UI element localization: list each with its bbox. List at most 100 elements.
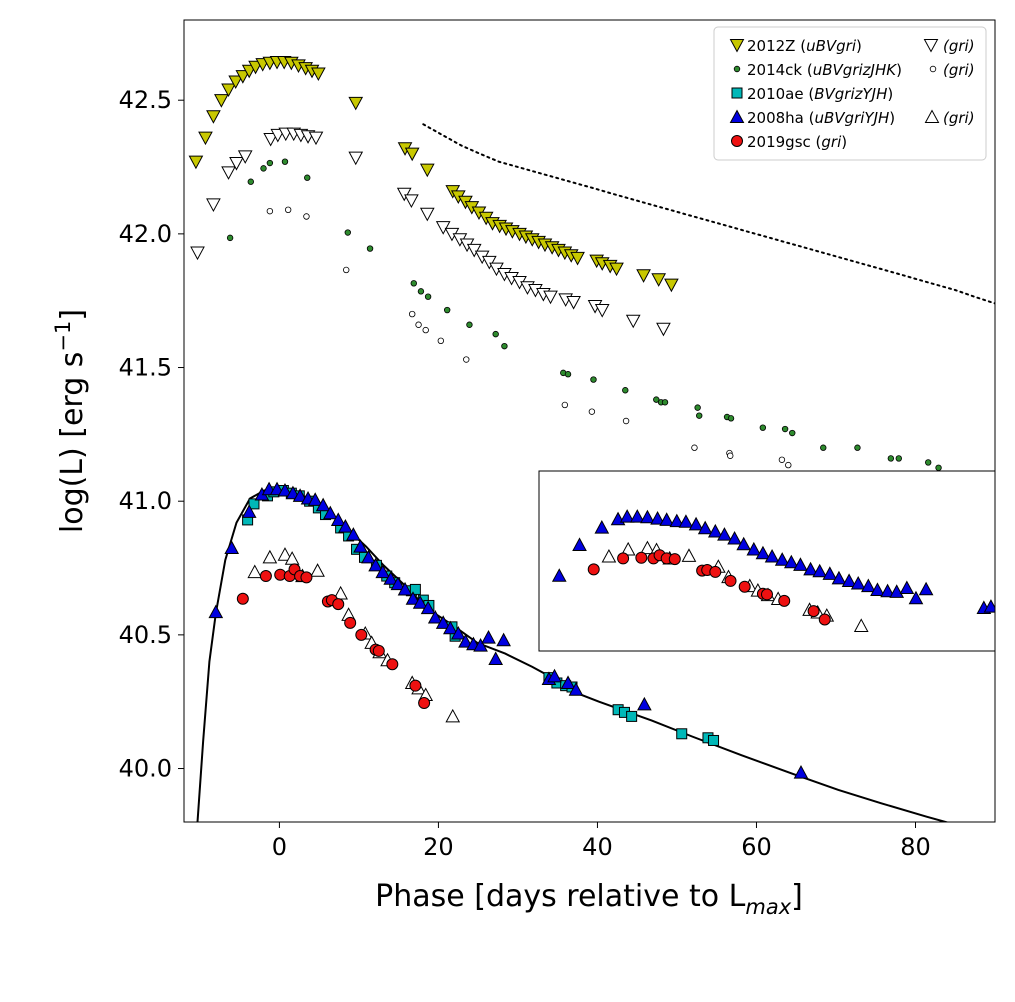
inset-point-2019gsc-gri bbox=[724, 574, 737, 587]
inset-point-2008ha-ubvgriyjh bbox=[717, 527, 732, 541]
inset-point-2008ha-ubvgriyjh bbox=[659, 512, 675, 526]
point-2014ck-ubvgrizjhk bbox=[417, 288, 425, 295]
inset-point-2008ha-ubvgriyjh bbox=[983, 599, 995, 613]
point-2008ha-gri bbox=[310, 563, 325, 577]
point-2008ha-ubvgriyjh bbox=[547, 668, 562, 683]
plot-frame bbox=[183, 19, 996, 823]
point-2012z-ubvgri bbox=[214, 94, 229, 108]
inset-point-2008ha-ubvgriyjh bbox=[831, 570, 847, 585]
inset-point-2008ha-ubvgriyjh bbox=[688, 516, 704, 531]
point-2012z-ubvgri bbox=[404, 147, 420, 162]
point-2014ck-ubvgrizjhk bbox=[925, 459, 932, 466]
point-2014ck-gri bbox=[561, 401, 569, 409]
point-2014ck-ubvgrizjhk bbox=[887, 455, 895, 462]
y-tick-label: 40.0 bbox=[119, 755, 172, 783]
point-2014ck-gri bbox=[622, 417, 630, 425]
point-2012z-gri bbox=[263, 132, 279, 147]
inset-point-2008ha-ubvgriyjh bbox=[774, 552, 790, 566]
inset-point-2008ha-ubvgriyjh bbox=[908, 590, 924, 605]
point-2012z-gri bbox=[190, 246, 205, 261]
inset-point-2008ha-ubvgriyjh bbox=[783, 554, 799, 569]
legend-box bbox=[713, 26, 987, 161]
inset-point-2019gsc-gri bbox=[778, 594, 791, 607]
point-2008ha-ubvgriyjh bbox=[496, 632, 511, 647]
point-2012z-gri bbox=[419, 207, 435, 222]
point-2012z-ubvgri bbox=[235, 70, 251, 84]
point-2019gsc-gri bbox=[372, 644, 385, 657]
inset-panel bbox=[538, 470, 996, 652]
point-2014ck-gri bbox=[588, 408, 596, 415]
point-2014ck-ubvgrizjhk bbox=[260, 165, 267, 172]
inset-point-2008ha-ubvgriyjh bbox=[678, 514, 694, 528]
inset-point-2008ha-ubvgriyjh bbox=[619, 509, 635, 523]
point-2014ck-ubvgrizjhk bbox=[854, 444, 861, 451]
y-tick-label: 42.5 bbox=[119, 86, 172, 114]
x-tick-label: 0 bbox=[272, 833, 287, 861]
legend: 2012Z (uBVgri) (gri) 2014ck (uBVgrizJHK)… bbox=[713, 26, 987, 161]
point-2008ha-ubvgriyjh bbox=[208, 604, 224, 619]
point-2008ha-ubvgriyjh bbox=[383, 571, 399, 585]
inset-point-2019gsc-gri bbox=[668, 553, 681, 566]
point-2012z-gri bbox=[435, 221, 451, 235]
point-2010ae-bvgrizyjh bbox=[676, 728, 688, 740]
point-2014ck-ubvgrizjhk bbox=[935, 464, 942, 471]
inset-point-2019gsc-gri bbox=[587, 563, 600, 576]
axes: 0 20 40 60 80 40.0 40.5 41.0 41.5 42.0 42.5 bbox=[119, 86, 931, 861]
point-2010ae-bvgrizyjh bbox=[409, 583, 421, 595]
point-2008ha-ubvgriyjh bbox=[450, 625, 466, 640]
point-2014ck-ubvgrizjhk bbox=[622, 387, 629, 394]
inset-point-2008ha-ubvgriyjh bbox=[764, 548, 780, 563]
inset-point-2008ha-ubvgriyjh bbox=[880, 583, 895, 598]
point-2010ae-bvgrizyjh bbox=[248, 498, 260, 510]
point-2014ck-ubvgrizjhk bbox=[266, 159, 274, 167]
point-2014ck-ubvgrizjhk bbox=[820, 444, 827, 451]
point-2008ha-ubvgriyjh bbox=[405, 591, 421, 605]
point-2012z-gri bbox=[396, 187, 412, 202]
point-2014ck-gri bbox=[778, 456, 786, 463]
point-2012z-ubvgri bbox=[198, 131, 213, 146]
point-2014ck-ubvgrizjhk bbox=[281, 158, 289, 165]
point-2012z-ubvgri bbox=[221, 83, 236, 98]
point-2008ha-gri bbox=[262, 549, 278, 564]
point-2014ck-ubvgrizjhk bbox=[226, 234, 234, 242]
point-2008ha-ubvgriyjh bbox=[793, 764, 809, 779]
point-2008ha-ubvgriyjh bbox=[241, 504, 257, 518]
point-2008ha-ubvgriyjh bbox=[481, 629, 496, 644]
inset-point-layer bbox=[551, 509, 995, 632]
x-tick-label: 40 bbox=[582, 833, 613, 861]
legend-marker-2014ck-gri bbox=[929, 65, 937, 73]
inset-point-2008ha-ubvgriyjh bbox=[629, 509, 645, 523]
point-2012z-gri bbox=[566, 296, 581, 310]
point-2014ck-ubvgrizjhk bbox=[466, 321, 473, 328]
inset-point-2008ha-ubvgriyjh bbox=[860, 578, 876, 593]
inset-point-2019gsc-gri bbox=[761, 588, 773, 601]
legend-marker-2019gsc-gri bbox=[731, 135, 743, 147]
inset-point-2019gsc-gri bbox=[635, 551, 648, 564]
legend-marker-2010ae-bvgrizyjh bbox=[731, 87, 743, 99]
point-2014ck-ubvgrizjhk bbox=[304, 174, 311, 181]
point-2012z-gri bbox=[404, 194, 419, 209]
point-2012z-gri bbox=[229, 156, 244, 171]
point-2014ck-ubvgrizjhk bbox=[366, 245, 374, 252]
point-2012z-gri bbox=[221, 166, 236, 180]
point-2008ha-ubvgriyjh bbox=[397, 581, 413, 596]
point-2008ha-ubvgriyjh bbox=[458, 633, 473, 648]
y-axis-label: log(L) [erg s−1] bbox=[51, 309, 90, 533]
inset-point-2008ha-ubvgriyjh bbox=[650, 511, 665, 525]
point-2014ck-ubvgrizjhk bbox=[501, 342, 508, 350]
point-2008ha-ubvgriyjh bbox=[637, 696, 652, 711]
legend-label-2014ck: 2014ck (uBVgrizJHK) bbox=[747, 61, 902, 79]
point-2008ha-ubvgriyjh bbox=[315, 497, 331, 512]
point-2019gsc-gri bbox=[344, 616, 357, 629]
inset-point-2008ha-gri bbox=[681, 548, 697, 562]
inset-point-2008ha-ubvgriyjh bbox=[822, 566, 838, 580]
point-2008ha-ubvgriyjh bbox=[277, 482, 293, 497]
point-2014ck-gri bbox=[463, 356, 470, 363]
inset-point-2008ha-gri bbox=[601, 548, 617, 563]
point-2012z-gri bbox=[466, 243, 482, 258]
point-2014ck-gri bbox=[343, 266, 350, 274]
point-2012z-ubvgri bbox=[636, 269, 651, 283]
point-2014ck-ubvgrizjhk bbox=[895, 455, 902, 462]
point-2014ck-gri bbox=[303, 213, 310, 220]
point-2014ck-ubvgrizjhk bbox=[564, 371, 572, 378]
